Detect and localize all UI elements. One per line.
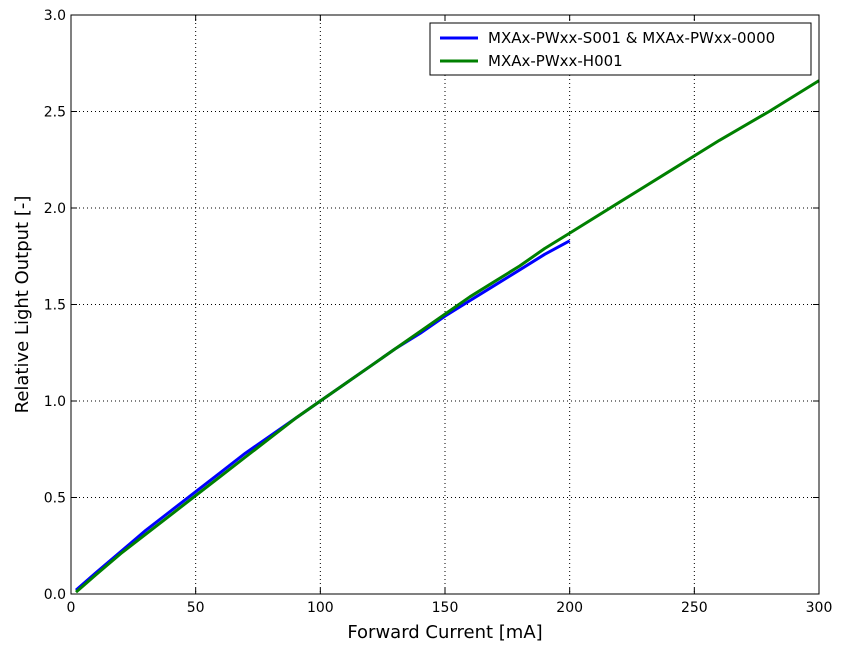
x-tick-label: 250 (681, 600, 708, 616)
y-tick-label: 1.5 (44, 298, 66, 314)
x-tick-label: 300 (806, 600, 833, 616)
y-axis-label: Relative Light Output [-] (12, 196, 33, 414)
x-tick-label: 100 (307, 600, 334, 616)
y-tick-label: 0.5 (44, 491, 66, 507)
x-tick-label: 150 (432, 600, 459, 616)
y-tick-label: 3.0 (44, 8, 66, 24)
y-tick-label: 2.5 (44, 105, 66, 121)
legend-box (429, 22, 812, 76)
legend-label-2: MXAx-PWxx-H001 (488, 52, 623, 70)
y-tick-label: 1.0 (44, 394, 66, 410)
y-tick-label: 0.0 (44, 587, 66, 603)
x-tick-label: 50 (187, 600, 205, 616)
series-layer (75, 79, 820, 594)
series-line-2 (75, 79, 820, 594)
legend: MXAx-PWxx-S001 & MXAx-PWxx-0000 MXAx-PWxx… (429, 22, 812, 76)
y-tick-label: 2.0 (44, 201, 66, 217)
legend-label-1: MXAx-PWxx-S001 & MXAx-PWxx-0000 (488, 29, 775, 47)
x-tick-label: 0 (67, 600, 76, 616)
ticks: 0 50 100 150 200 250 300 0.0 0.5 1.0 1.5 2.0 2.5 3.0 (44, 8, 833, 616)
x-axis-label: Forward Current [mA] (347, 622, 542, 643)
x-tick-label: 200 (556, 600, 583, 616)
